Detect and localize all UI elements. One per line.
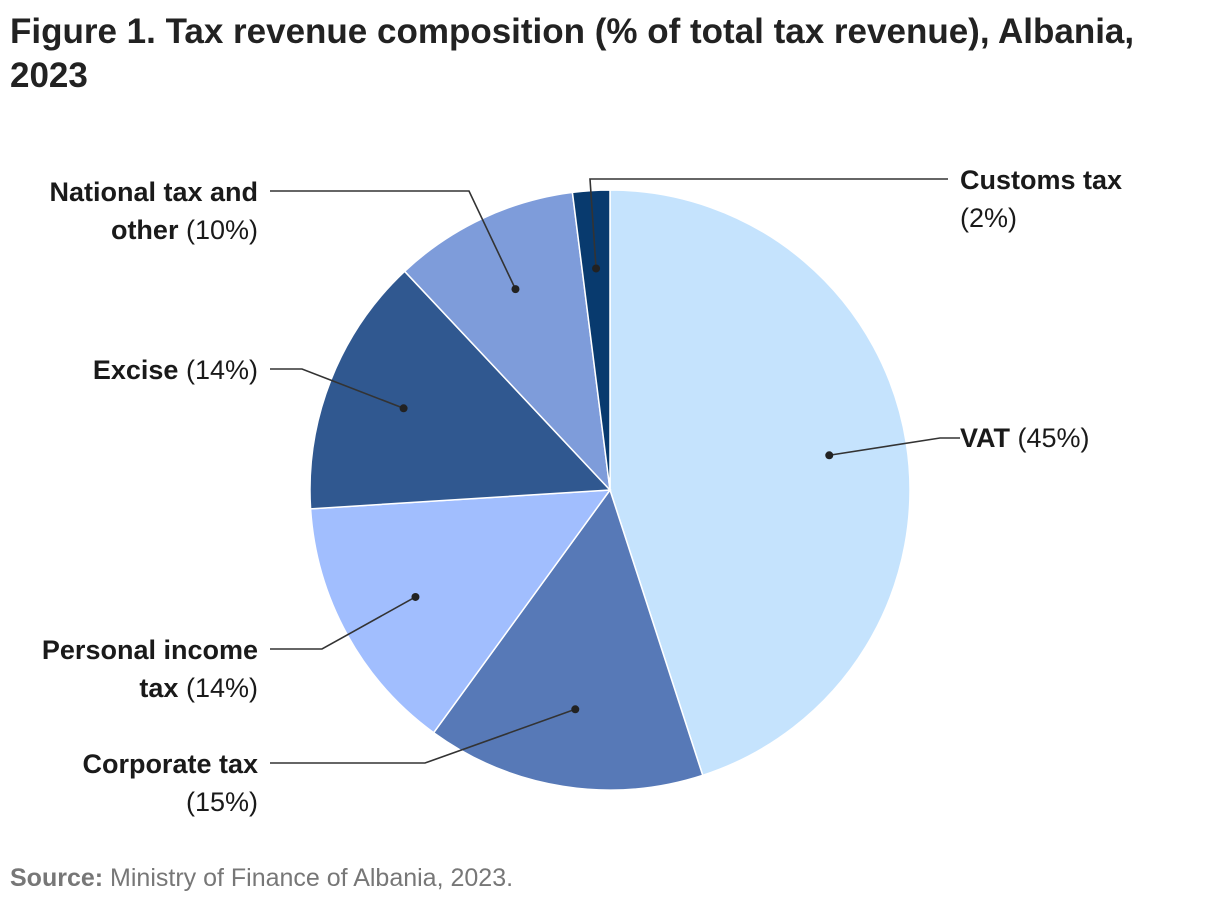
- leader-dot-vat: [825, 451, 834, 460]
- source-note: Source: Ministry of Finance of Albania, …: [10, 862, 513, 894]
- slice-label-vat: VAT (45%): [960, 423, 1090, 453]
- slice-label-customs-tax: (2%): [960, 203, 1017, 233]
- leader-dot-personal-income-tax: [411, 592, 420, 601]
- slice-value-label: (15%): [186, 787, 258, 817]
- leader-line-excise: [270, 368, 404, 410]
- slice-name-label: National tax and: [49, 177, 258, 207]
- source-text: Ministry of Finance of Albania, 2023.: [103, 864, 514, 892]
- slice-labels: VAT (45%) Corporate tax (15%) Personal inco…: [42, 165, 1122, 817]
- leader-line-national-tax-and-other: [270, 190, 517, 290]
- slice-value-label: (14%): [186, 673, 258, 703]
- leader-line-personal-income-tax: [270, 596, 416, 650]
- slice-value-label: (45%): [1018, 423, 1090, 453]
- slice-value-label: (10%): [186, 215, 258, 245]
- leader-line-vat: [829, 437, 960, 457]
- slice-label-corporate-tax: (15%): [186, 787, 258, 817]
- slice-name-label: Personal income: [42, 635, 258, 665]
- slice-label-corporate-tax: Corporate tax: [82, 749, 258, 779]
- slice-name-label: VAT: [960, 423, 1010, 453]
- leader-line-corporate-tax: [270, 708, 576, 764]
- slice-label-national-tax-and-other: National tax and: [49, 177, 258, 207]
- slice-name-label: Customs tax: [960, 165, 1122, 195]
- leader-dot-excise: [399, 404, 408, 413]
- slice-label-personal-income-tax: Personal income: [42, 635, 258, 665]
- pie-slices: [309, 189, 911, 791]
- leader-dot-customs-tax: [592, 264, 601, 273]
- leader-dot-national-tax-and-other: [511, 285, 520, 294]
- slice-value-label: (14%): [186, 355, 258, 385]
- leader-dot-corporate-tax: [571, 705, 580, 714]
- source-label: Source:: [10, 864, 104, 892]
- leader-lines: [270, 178, 960, 764]
- slice-name-label: other: [111, 215, 179, 245]
- leader-line-customs-tax: [589, 178, 948, 269]
- slice-label-customs-tax: Customs tax: [960, 165, 1122, 195]
- pie-slice-corporate-tax: [432, 488, 704, 791]
- slice-label-national-tax-and-other: other (10%): [111, 215, 258, 245]
- slice-label-personal-income-tax: tax (14%): [139, 673, 258, 703]
- slice-name-label: Corporate tax: [82, 749, 258, 779]
- slice-name-label: Excise: [93, 355, 179, 385]
- slice-value-label: (2%): [960, 203, 1017, 233]
- slice-label-excise: Excise (14%): [93, 355, 258, 385]
- slice-name-label: tax: [139, 673, 178, 703]
- chart-title: Figure 1. Tax revenue composition (% of …: [10, 12, 1135, 95]
